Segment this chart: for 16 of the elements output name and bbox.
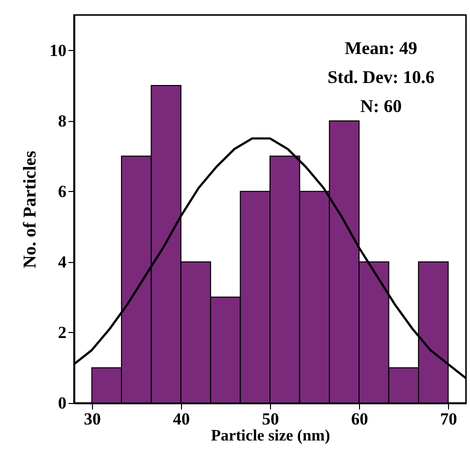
- annotation: Mean: 49: [344, 38, 418, 58]
- x-tick-label: 50: [262, 410, 279, 428]
- y-tick-label: 4: [58, 252, 67, 272]
- y-tick-label: 6: [58, 182, 66, 201]
- x-axis-title: Particle size (nm): [210, 428, 330, 444]
- x-tick-label: 30: [84, 410, 101, 428]
- x-tick-label: 60: [351, 410, 368, 428]
- annotation: N: 60: [360, 96, 402, 116]
- y-tick-label: 2: [58, 322, 66, 342]
- y-tick-label: 8: [58, 111, 66, 130]
- y-tick-label: 10: [50, 40, 66, 60]
- annotation: Std. Dev: 10.6: [328, 67, 434, 87]
- x-tick-label: 40: [172, 410, 190, 428]
- y-tick-label: 0: [58, 394, 66, 412]
- x-tick-label: 70: [440, 410, 458, 428]
- y-axis-title: No. of Particles: [20, 150, 40, 268]
